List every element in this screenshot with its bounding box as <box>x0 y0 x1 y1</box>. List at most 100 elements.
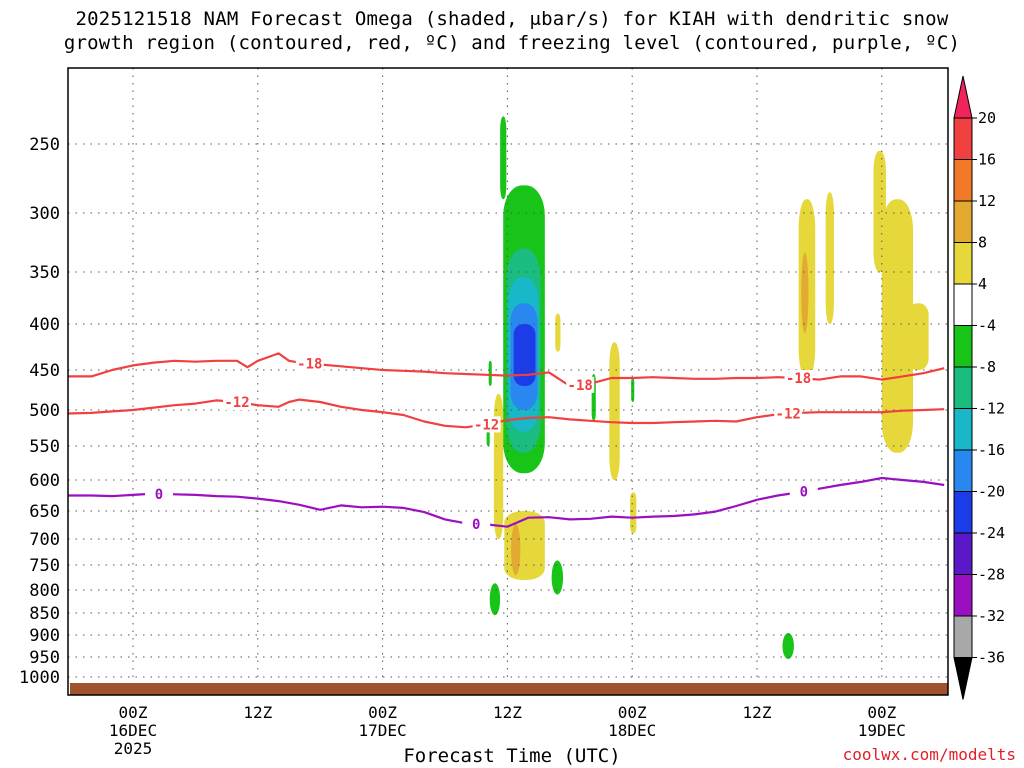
colorbar-swatch <box>953 117 973 160</box>
contour-label: -12 <box>224 395 249 411</box>
omega-descent-cell <box>504 511 545 580</box>
y-tick-label: 850 <box>29 604 60 624</box>
colorbar-label: -36 <box>978 649 1005 667</box>
omega-descent-cell <box>609 342 620 480</box>
y-tick-label: 450 <box>29 361 60 381</box>
x-tick-label: 00Z <box>368 703 397 722</box>
contour-label-bg <box>472 416 501 433</box>
contour-label-bg <box>784 370 813 386</box>
contour-label-bg <box>295 355 324 372</box>
x-tick-label: 00Z <box>867 703 896 722</box>
colorbar-label: 16 <box>978 151 996 169</box>
chart-title-line2: growth region (contoured, red, ºC) and f… <box>63 32 961 54</box>
colorbar-swatch <box>953 408 973 451</box>
y-axis: 250 300 350 400 450 500 550 600 650 700 750 800 8509… <box>19 135 60 688</box>
colorbar-label: 20 <box>978 109 996 127</box>
contour-label: -18 <box>297 357 322 373</box>
y-tick-label: 900 <box>29 626 60 646</box>
omega-ascent-cell <box>500 116 507 200</box>
colorbar-swatch <box>953 491 973 534</box>
colorbar-swatch <box>953 200 973 243</box>
y-tick-label: 1000 <box>19 668 60 688</box>
colorbar-swatch <box>953 532 973 575</box>
omega-descent-cell <box>555 313 561 352</box>
contour-label-bg <box>774 405 803 422</box>
omega-ascent-cell <box>782 633 794 659</box>
colorbar-swatch <box>953 574 973 617</box>
x-tick-year: 2025 <box>114 739 153 758</box>
colorbar-swatch <box>953 615 973 658</box>
contour-lines: -18 -18 -18 -12 -12 -12 0 0 0 <box>68 352 945 533</box>
colorbar-label: -32 <box>978 607 1005 625</box>
colorbar: 20 16 12 8 4 -4 -8 -12 -16 -20 -24 -28 -32 -36 <box>953 75 1005 700</box>
contour-label: -18 <box>786 371 811 387</box>
colorbar-top-arrow <box>953 75 973 119</box>
plot-frame <box>67 67 949 696</box>
x-tick-label: 12Z <box>493 703 522 722</box>
contour-label-bg <box>145 485 173 502</box>
contour-label: 0 <box>155 487 163 503</box>
y-tick-label: 600 <box>29 471 60 491</box>
y-tick-label: 700 <box>29 530 60 550</box>
y-tick-label: 400 <box>29 315 60 335</box>
omega-descent-core <box>511 523 521 576</box>
colorbar-label: 12 <box>978 192 996 210</box>
colorbar-swatch <box>953 283 973 326</box>
colorbar-label: -4 <box>978 317 996 335</box>
contour-label-bg <box>223 394 251 410</box>
contour-label: -12 <box>474 417 499 433</box>
omega-shading <box>486 116 929 659</box>
y-tick-label: 550 <box>29 437 60 457</box>
colorbar-label: 4 <box>978 275 987 293</box>
x-tick-date: 18DEC <box>608 721 656 740</box>
contour-label: -18 <box>568 378 593 394</box>
y-tick-label: 750 <box>29 556 60 576</box>
colorbar-swatch <box>953 366 973 409</box>
colorbar-label: -8 <box>978 358 996 376</box>
omega-ascent-cell <box>488 360 492 386</box>
y-tick-label: 300 <box>29 204 60 224</box>
omega-ascent-cell <box>486 428 490 446</box>
contour-label-bg <box>789 483 818 500</box>
terrain-surface <box>70 683 948 695</box>
x-axis-label: Forecast Time (UTC) <box>403 745 621 767</box>
x-tick-date: 17DEC <box>359 721 407 740</box>
y-tick-label: 500 <box>29 401 60 421</box>
colorbar-bottom-arrow <box>953 657 973 700</box>
chart-title-line1: 2025121518 NAM Forecast Omega (shaded, μ… <box>75 8 949 30</box>
colorbar-label: -28 <box>978 566 1005 584</box>
watermark: coolwx.com/modelts <box>842 745 1016 764</box>
y-tick-label: 350 <box>29 263 60 283</box>
x-tick-label: 00Z <box>618 703 647 722</box>
contour-label: 0 <box>472 517 480 533</box>
colorbar-label: -20 <box>978 483 1005 501</box>
omega-descent-cell <box>825 192 834 324</box>
colorbar-swatch <box>953 242 973 285</box>
colorbar-label: -16 <box>978 441 1005 459</box>
y-tick-label: 250 <box>29 135 60 155</box>
omega-descent-cell <box>630 492 637 534</box>
x-tick-label: 12Z <box>743 703 772 722</box>
contour-label: 0 <box>800 484 808 500</box>
colorbar-swatch <box>953 325 973 368</box>
omega-descent-cell <box>907 303 929 370</box>
contour-label: -12 <box>776 407 801 423</box>
colorbar-label: -12 <box>978 400 1005 418</box>
colorbar-label: 8 <box>978 234 987 252</box>
x-tick-date: 16DEC <box>109 721 157 740</box>
y-tick-label: 650 <box>29 502 60 522</box>
x-tick-label: 12Z <box>243 703 272 722</box>
contour-label-bg <box>566 376 595 393</box>
omega-ascent-cell <box>631 378 635 402</box>
colorbar-swatch <box>953 449 973 492</box>
omega-ascent-cell <box>551 560 564 595</box>
omega-descent-cell <box>881 199 913 453</box>
omega-descent-cell <box>873 150 886 272</box>
contour-label-bg <box>462 515 491 532</box>
y-tick-label: 800 <box>29 581 60 601</box>
omega-descent-cell <box>493 394 504 539</box>
omega-descent-core <box>801 252 809 334</box>
omega-ascent-cell <box>489 583 501 616</box>
